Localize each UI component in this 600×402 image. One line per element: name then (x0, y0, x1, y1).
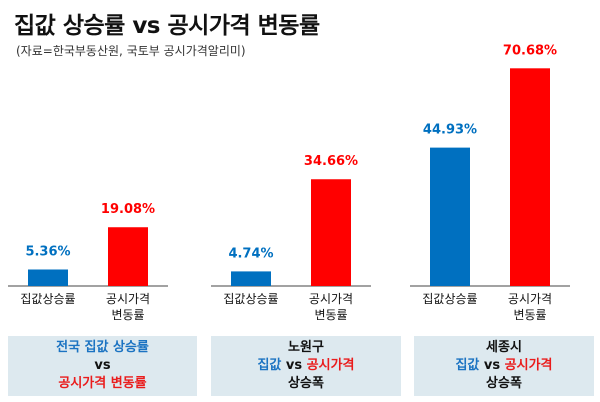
box-sejong-region: 세종시 (486, 340, 522, 355)
box-sejong-blue: 집값 (455, 358, 480, 373)
group-box-national: 전국 집값 상승률 vs 공시가격 변동률 (8, 336, 197, 396)
data-label-1-0: 4.74% (228, 246, 273, 261)
data-label-2-1: 70.68% (503, 43, 557, 58)
box-sejong-red: 공시가격 (504, 358, 553, 373)
tick-label-1-1-0: 공시가격 (309, 292, 353, 306)
data-label-2-0: 44.93% (423, 123, 477, 138)
data-label-0-0: 5.36% (25, 244, 70, 259)
bar-2-0 (430, 147, 470, 286)
bar-2-1 (510, 68, 550, 286)
box-nowon-blue: 집값 (257, 358, 282, 373)
box-nowon-vs: vs (285, 358, 303, 373)
tick-label-2-1-0: 공시가격 (508, 292, 552, 306)
bar-1-1 (311, 179, 351, 286)
box-nowon-bottom: 상승폭 (288, 376, 324, 391)
box-sejong-bottom: 상승폭 (486, 376, 522, 391)
tick-label-0-0-0: 집값상승률 (20, 292, 75, 306)
box-nowon-region: 노원구 (288, 340, 324, 355)
chart-title: 집값 상승률 vs 공시가격 변동률 (14, 13, 320, 39)
bar-1-0 (231, 271, 271, 286)
tick-label-2-0-0: 집값상승률 (422, 292, 477, 306)
tick-label-0-1-0: 공시가격 (106, 292, 150, 306)
box-nowon-red: 공시가격 (306, 358, 355, 373)
data-label-1-1: 34.66% (304, 154, 358, 169)
bar-0-0 (28, 269, 68, 286)
tick-label-1-0-0: 집값상승률 (223, 292, 278, 306)
box-national-line3: 공시가격 변동률 (58, 376, 147, 391)
group-box-sejong: 세종시 집값 vs 공시가격 상승폭 (414, 336, 594, 396)
chart-subtitle: (자료=한국부동산원, 국토부 공시가격알리미) (16, 44, 246, 58)
group-box-nowon: 노원구 집값 vs 공시가격 상승폭 (211, 336, 401, 396)
tick-label-1-1-1: 변동률 (314, 308, 347, 322)
tick-label-2-1-1: 변동률 (513, 308, 546, 322)
box-national-line1: 전국 집값 상승률 (56, 340, 149, 355)
data-label-0-1: 19.08% (101, 202, 155, 217)
tick-label-0-1-1: 변동률 (111, 308, 144, 322)
box-national-line2: vs (94, 358, 111, 373)
bar-0-1 (108, 227, 148, 286)
box-sejong-vs: vs (483, 358, 501, 373)
